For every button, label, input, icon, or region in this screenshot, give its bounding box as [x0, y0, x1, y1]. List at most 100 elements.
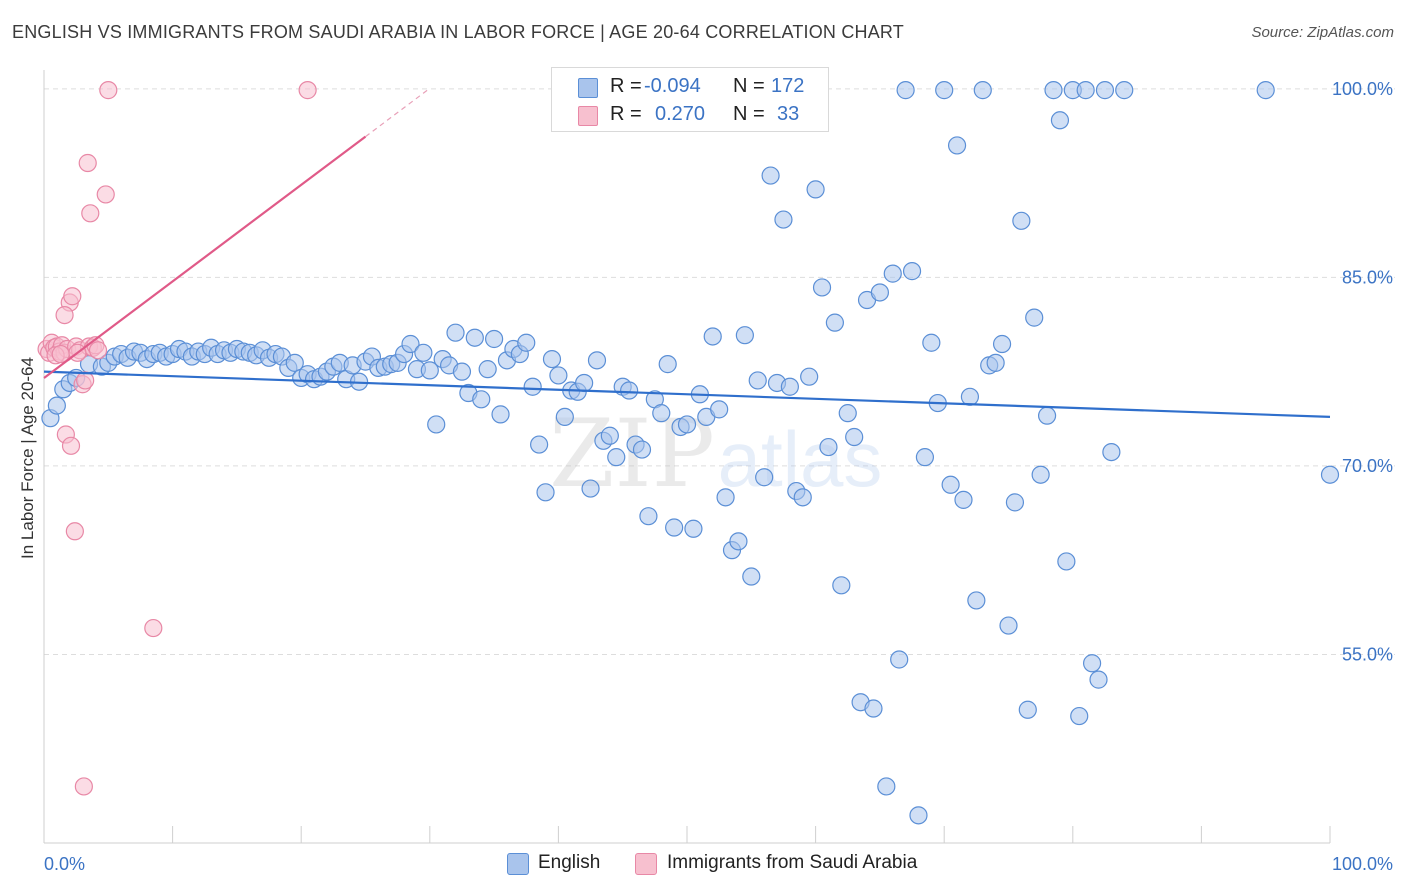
saudi-point	[96, 185, 115, 204]
legend-saudi-swatch[interactable]	[635, 853, 657, 875]
y-tick-label: 85.0%	[1342, 267, 1393, 287]
english-point	[992, 334, 1012, 354]
saudi-point	[144, 618, 163, 638]
english-point	[549, 366, 568, 385]
english-point	[902, 262, 922, 281]
english-point	[401, 334, 420, 354]
english-point	[639, 507, 658, 526]
axis-layer	[43, 70, 1331, 844]
english-point	[947, 136, 967, 155]
english-point	[658, 355, 677, 374]
english-point	[909, 806, 928, 825]
english-point	[491, 405, 510, 424]
english-point	[465, 328, 484, 347]
english-point	[761, 166, 780, 185]
english-point	[941, 475, 960, 494]
n-value: 172	[771, 75, 805, 97]
english-swatch	[578, 78, 598, 98]
saudi-point	[63, 287, 82, 306]
english-point	[1012, 211, 1031, 230]
saudi-point	[298, 81, 317, 100]
english-point	[620, 381, 639, 400]
english-point	[742, 567, 761, 586]
english-point	[870, 283, 890, 302]
n-label: N =	[733, 103, 765, 125]
english-point	[1115, 81, 1134, 100]
source-label: Source: ZipAtlas.com	[1251, 24, 1394, 41]
english-point	[710, 400, 729, 419]
saudi-point	[65, 522, 84, 541]
english-point	[793, 488, 812, 507]
saudi-trend-line	[43, 135, 367, 379]
saudi-swatch	[578, 106, 598, 126]
trend-layer	[43, 87, 1331, 419]
english-point	[986, 353, 1005, 372]
english-point	[806, 180, 825, 199]
english-point	[1005, 493, 1025, 512]
english-point	[922, 333, 941, 352]
english-point	[517, 333, 536, 352]
english-point	[1044, 81, 1063, 100]
english-point	[716, 488, 735, 507]
english-point	[581, 479, 600, 498]
english-point	[485, 329, 504, 349]
english-trend-line	[43, 370, 1331, 419]
english-point	[729, 532, 748, 551]
english-point	[285, 353, 304, 372]
english-point	[960, 387, 980, 406]
saudi-point	[88, 341, 108, 360]
english-point	[1082, 654, 1102, 673]
english-point	[420, 361, 439, 380]
english-point	[838, 404, 857, 423]
n-label: N =	[733, 75, 765, 97]
english-point	[607, 448, 626, 467]
stats-row-english: R = -0.094 N = 172	[552, 74, 828, 102]
english-point	[703, 327, 722, 346]
english-point	[735, 326, 754, 345]
english-point	[896, 81, 915, 100]
english-point	[652, 404, 671, 423]
english-point	[825, 313, 844, 332]
y-tick-label: 100.0%	[1332, 79, 1393, 99]
english-point	[575, 373, 594, 393]
english-point	[1057, 552, 1076, 571]
english-point	[999, 616, 1018, 635]
english-point	[877, 777, 896, 796]
english-point	[523, 377, 542, 396]
english-point	[677, 415, 697, 434]
saudi-point	[81, 204, 100, 223]
y-tick-label: 70.0%	[1342, 456, 1393, 476]
english-point	[890, 650, 909, 669]
english-point	[1102, 443, 1121, 462]
english-point	[1070, 706, 1089, 726]
english-point	[819, 437, 838, 457]
english-point	[1089, 670, 1108, 689]
stats-box: R = -0.094 N = 172 R = 0.270 N = 33	[551, 67, 829, 132]
r-value: 0.270	[655, 103, 706, 125]
english-point	[832, 576, 851, 595]
saudi-trend-extension	[365, 87, 431, 138]
r-label: R =	[610, 103, 642, 125]
r-label: R =	[610, 75, 642, 97]
english-point	[800, 367, 819, 386]
english-point	[748, 371, 767, 390]
legend-saudi-label[interactable]: Immigrants from Saudi Arabia	[667, 852, 918, 873]
x-tick-label-max: 100.0%	[1332, 854, 1393, 874]
saudi-point	[61, 436, 81, 455]
english-point	[555, 407, 574, 427]
x-tick-label-min: 0.0%	[44, 854, 85, 874]
english-point	[414, 343, 433, 362]
legend-english-label[interactable]: English	[538, 852, 601, 873]
english-point	[478, 360, 497, 379]
y-tick-label: 55.0%	[1342, 644, 1393, 664]
english-point	[47, 396, 66, 415]
legend: English Immigrants from Saudi Arabia	[0, 851, 1406, 881]
r-value: -0.094	[644, 75, 701, 97]
english-point	[1037, 406, 1057, 425]
english-point	[600, 426, 619, 445]
english-point	[755, 468, 774, 487]
legend-english-swatch[interactable]	[507, 853, 529, 875]
n-value: 33	[777, 103, 800, 125]
saudi-point	[76, 371, 95, 390]
